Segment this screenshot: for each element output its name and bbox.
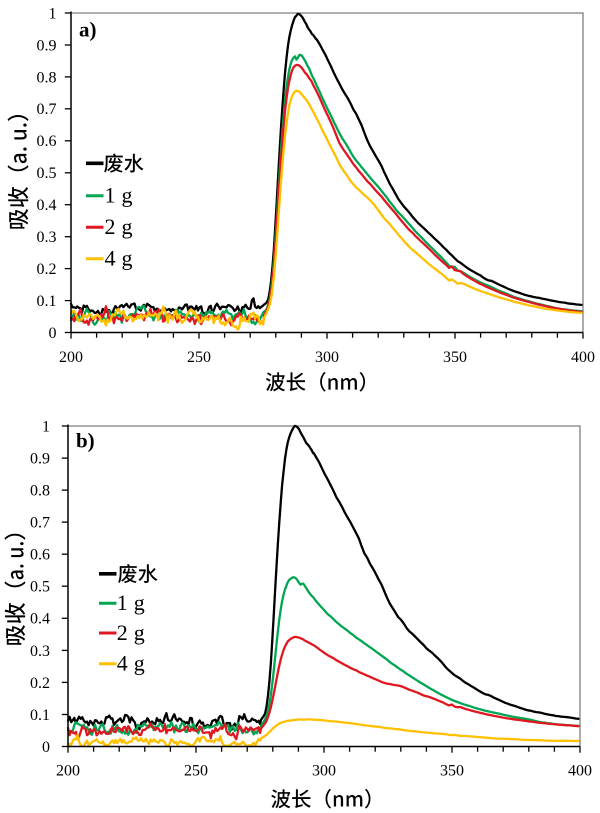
svg-text:0.2: 0.2 (30, 675, 50, 692)
svg-text:0: 0 (49, 325, 57, 342)
svg-text:4g: 4g (117, 651, 145, 676)
svg-text:0.3: 0.3 (37, 229, 57, 246)
svg-text:0.4: 0.4 (30, 611, 50, 628)
svg-text:0.2: 0.2 (37, 261, 57, 278)
svg-text:0.5: 0.5 (30, 579, 50, 596)
svg-text:0.1: 0.1 (37, 293, 57, 310)
svg-text:a): a) (79, 18, 97, 42)
svg-text:200: 200 (59, 349, 83, 366)
svg-text:0.1: 0.1 (30, 707, 50, 724)
svg-text:0.3: 0.3 (30, 643, 50, 660)
svg-text:400: 400 (568, 763, 592, 780)
svg-text:0.9: 0.9 (37, 37, 57, 54)
svg-text:1g: 1g (105, 183, 133, 208)
svg-text:300: 300 (315, 349, 339, 366)
svg-text:300: 300 (312, 763, 336, 780)
svg-text:0.9: 0.9 (30, 450, 50, 467)
svg-text:0.7: 0.7 (30, 515, 50, 532)
svg-text:1: 1 (49, 5, 57, 22)
svg-text:2g: 2g (105, 214, 133, 239)
svg-text:0.5: 0.5 (37, 165, 57, 182)
svg-text:0.7: 0.7 (37, 101, 57, 118)
svg-text:2g: 2g (117, 620, 145, 645)
svg-text:0.8: 0.8 (37, 69, 57, 86)
svg-text:4g: 4g (105, 246, 133, 271)
svg-text:200: 200 (56, 763, 80, 780)
svg-text:250: 250 (184, 763, 208, 780)
svg-text:0.8: 0.8 (30, 483, 50, 500)
svg-text:0.6: 0.6 (30, 547, 50, 564)
svg-text:b): b) (76, 428, 95, 452)
svg-text:400: 400 (571, 349, 595, 366)
svg-text:250: 250 (187, 349, 211, 366)
svg-text:0: 0 (42, 739, 50, 756)
svg-text:1g: 1g (117, 590, 145, 615)
svg-text:350: 350 (440, 763, 464, 780)
svg-text:1: 1 (42, 418, 50, 435)
svg-text:350: 350 (443, 349, 467, 366)
svg-text:0.4: 0.4 (37, 197, 57, 214)
svg-text:0.6: 0.6 (37, 133, 57, 150)
